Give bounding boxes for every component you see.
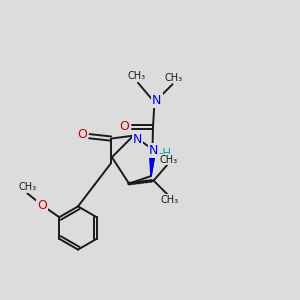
Text: CH₃: CH₃ <box>128 71 146 81</box>
Text: CH₃: CH₃ <box>165 73 183 83</box>
Text: N: N <box>149 143 159 157</box>
Text: N: N <box>133 133 142 146</box>
Polygon shape <box>149 151 155 176</box>
Text: N: N <box>152 94 162 107</box>
Text: O: O <box>77 128 87 141</box>
Text: CH₃: CH₃ <box>160 154 178 165</box>
Text: O: O <box>120 120 129 133</box>
Text: CH₃: CH₃ <box>160 195 178 205</box>
Text: -H: -H <box>159 146 172 160</box>
Text: O: O <box>37 199 47 212</box>
Text: CH₃: CH₃ <box>18 182 36 192</box>
